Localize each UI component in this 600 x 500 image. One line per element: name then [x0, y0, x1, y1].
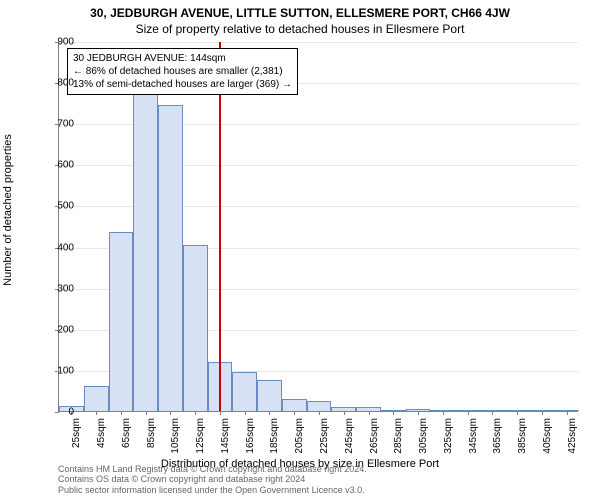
y-tick-label: 500: [44, 201, 74, 212]
x-tick-label: 385sqm: [517, 418, 528, 458]
histogram-bar: [133, 94, 158, 411]
histogram-bar: [232, 372, 257, 411]
x-tick-label: 265sqm: [369, 418, 380, 458]
histogram-bar: [84, 386, 109, 411]
x-tick-label: 205sqm: [294, 418, 305, 458]
x-tick-label: 285sqm: [393, 418, 404, 458]
x-tick-label: 65sqm: [121, 418, 132, 458]
chart-title-address: 30, JEDBURGH AVENUE, LITTLE SUTTON, ELLE…: [0, 0, 600, 20]
annotation-line1: 30 JEDBURGH AVENUE: 144sqm: [73, 52, 292, 65]
y-tick-label: 900: [44, 37, 74, 48]
y-tick-label: 400: [44, 242, 74, 253]
plot-area: 25sqm45sqm65sqm85sqm105sqm125sqm145sqm16…: [58, 42, 578, 412]
x-tick-label: 325sqm: [443, 418, 454, 458]
x-tick-label: 305sqm: [418, 418, 429, 458]
y-tick-label: 300: [44, 283, 74, 294]
x-tick-label: 45sqm: [96, 418, 107, 458]
footer-line1: Contains HM Land Registry data © Crown c…: [58, 464, 367, 475]
x-tick-label: 185sqm: [269, 418, 280, 458]
y-tick-label: 700: [44, 119, 74, 130]
annotation-box: 30 JEDBURGH AVENUE: 144sqm ← 86% of deta…: [67, 48, 298, 95]
x-tick-label: 85sqm: [146, 418, 157, 458]
chart-container: 30, JEDBURGH AVENUE, LITTLE SUTTON, ELLE…: [0, 0, 600, 500]
annotation-line3: 13% of semi-detached houses are larger (…: [73, 78, 292, 91]
histogram-bar: [109, 232, 134, 411]
y-tick-label: 200: [44, 324, 74, 335]
x-tick-label: 365sqm: [492, 418, 503, 458]
x-tick-label: 405sqm: [542, 418, 553, 458]
histogram-bars: [59, 42, 578, 411]
annotation-line2: ← 86% of detached houses are smaller (2,…: [73, 65, 292, 78]
x-tick-label: 165sqm: [245, 418, 256, 458]
x-tick-label: 25sqm: [71, 418, 82, 458]
x-tick-label: 145sqm: [220, 418, 231, 458]
footer-line3: Public sector information licensed under…: [58, 485, 367, 496]
footer-line2: Contains OS data © Crown copyright and d…: [58, 474, 367, 485]
x-tick-label: 245sqm: [344, 418, 355, 458]
histogram-bar: [282, 399, 307, 411]
histogram-bar: [257, 380, 282, 411]
x-tick-label: 345sqm: [468, 418, 479, 458]
footer-attribution: Contains HM Land Registry data © Crown c…: [58, 464, 367, 496]
y-tick-label: 600: [44, 160, 74, 171]
x-tick-label: 125sqm: [195, 418, 206, 458]
chart-subtitle: Size of property relative to detached ho…: [0, 20, 600, 36]
histogram-bar: [183, 245, 208, 412]
x-tick-label: 425sqm: [567, 418, 578, 458]
histogram-bar: [158, 105, 183, 411]
y-axis-label: Number of detached properties: [2, 134, 14, 286]
histogram-bar: [307, 401, 332, 411]
y-tick-label: 800: [44, 78, 74, 89]
y-tick-label: 0: [44, 407, 74, 418]
y-tick-label: 100: [44, 365, 74, 376]
x-tick-label: 105sqm: [170, 418, 181, 458]
x-tick-label: 225sqm: [319, 418, 330, 458]
